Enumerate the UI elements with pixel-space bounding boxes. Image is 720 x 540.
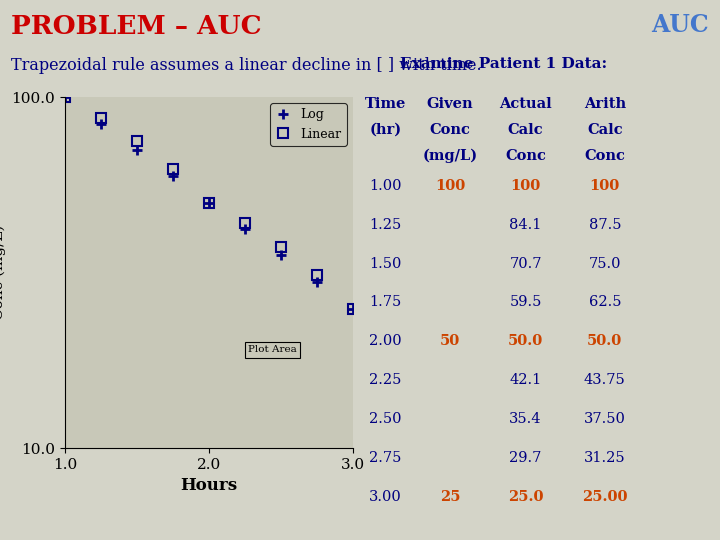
Text: 1.50: 1.50 [369,256,401,271]
Linear [312,271,321,278]
Text: 87.5: 87.5 [588,218,621,232]
Text: 25.00: 25.00 [582,490,628,504]
Log [60,94,69,100]
Text: 35.4: 35.4 [509,412,542,426]
Text: 3.00: 3.00 [369,490,402,504]
Text: Actual: Actual [499,97,552,111]
Text: 100: 100 [435,179,465,193]
Text: Conc: Conc [505,149,546,163]
Linear [60,94,69,100]
Text: (mg/L): (mg/L) [423,149,477,164]
Text: 50.0: 50.0 [508,334,543,348]
Text: Given: Given [427,97,473,111]
Linear [168,166,177,172]
Text: Calc: Calc [508,123,544,137]
Y-axis label: Conc (mg/L): Conc (mg/L) [0,225,6,320]
Text: 25: 25 [440,490,460,504]
Text: 59.5: 59.5 [510,295,541,309]
X-axis label: Hours: Hours [180,477,238,495]
Text: 29.7: 29.7 [510,451,541,465]
Text: Calc: Calc [587,123,623,137]
Text: 25.0: 25.0 [508,490,544,504]
Linear [240,220,249,226]
Log [204,200,213,206]
Text: 62.5: 62.5 [588,295,621,309]
Text: Conc: Conc [585,149,625,163]
Text: 50: 50 [440,334,460,348]
Text: 2.50: 2.50 [369,412,402,426]
Log [132,147,141,153]
Text: (hr): (hr) [369,123,401,137]
Text: 50.0: 50.0 [588,334,622,348]
Line: Log: Log [60,92,358,313]
Text: AUC: AUC [652,14,709,37]
Text: 1.00: 1.00 [369,179,402,193]
Text: 2.75: 2.75 [369,451,401,465]
Text: 84.1: 84.1 [510,218,541,232]
Text: 2.00: 2.00 [369,334,402,348]
Text: Arith: Arith [584,97,626,111]
Legend: Log, Linear: Log, Linear [271,104,346,146]
Text: 2.25: 2.25 [369,373,401,387]
Log [312,279,321,286]
Log [240,226,249,232]
Text: 100: 100 [510,179,541,193]
Log [96,120,105,127]
Text: PROBLEM – AUC: PROBLEM – AUC [11,14,261,38]
Text: Plot Area: Plot Area [248,346,297,354]
Log [168,173,177,180]
Linear [348,305,357,312]
Log [348,305,357,312]
Linear [132,138,141,144]
Text: Trapezoidal rule assumes a linear decline in [ ] with time.: Trapezoidal rule assumes a linear declin… [11,57,482,73]
Text: 75.0: 75.0 [588,256,621,271]
Text: 1.75: 1.75 [369,295,401,309]
Text: Examine Patient 1 Data:: Examine Patient 1 Data: [400,57,608,71]
Text: 43.75: 43.75 [584,373,626,387]
Text: 37.50: 37.50 [584,412,626,426]
Text: 1.25: 1.25 [369,218,401,232]
Line: Linear: Linear [60,92,358,313]
Text: Conc: Conc [430,123,470,137]
Text: 42.1: 42.1 [510,373,541,387]
Linear [96,114,105,121]
Text: 31.25: 31.25 [584,451,626,465]
Text: 100: 100 [590,179,620,193]
Log [276,252,285,259]
Linear [204,200,213,206]
Text: Time: Time [364,97,406,111]
Linear [276,244,285,250]
Text: 70.7: 70.7 [509,256,542,271]
